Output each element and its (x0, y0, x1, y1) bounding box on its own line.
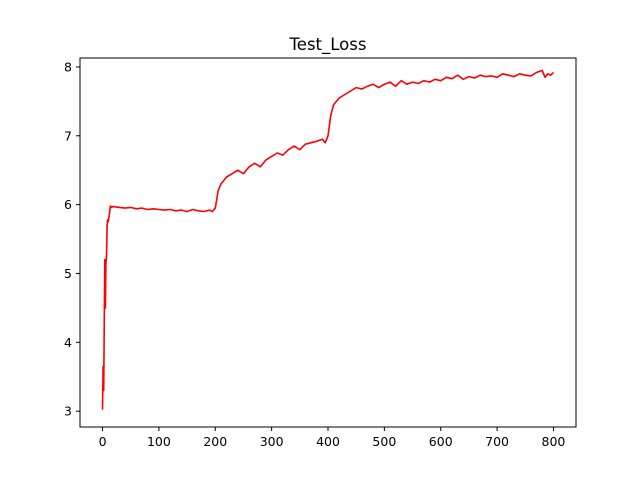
x-tick-label: 0 (99, 434, 107, 449)
x-tick-label: 200 (203, 434, 227, 449)
x-tick-label: 700 (485, 434, 509, 449)
y-tick-label: 8 (64, 59, 72, 74)
chart-title: Test_Loss (289, 35, 367, 55)
y-tick-label: 5 (64, 266, 72, 281)
x-tick-label: 100 (147, 434, 171, 449)
y-tick-label: 6 (64, 197, 72, 212)
y-tick-label: 3 (64, 404, 72, 419)
x-axis: 0 100 200 300 400 500 600 700 800 (99, 427, 566, 449)
y-axis: 3 4 5 6 7 8 (64, 59, 80, 419)
y-tick-label: 7 (64, 128, 72, 143)
x-tick-label: 600 (429, 434, 453, 449)
x-tick-label: 300 (260, 434, 284, 449)
x-tick-label: 800 (542, 434, 566, 449)
x-tick-label: 500 (372, 434, 396, 449)
y-tick-label: 4 (64, 335, 72, 350)
x-tick-label: 400 (316, 434, 340, 449)
series-line (101, 69, 555, 410)
series-layer (101, 69, 555, 410)
